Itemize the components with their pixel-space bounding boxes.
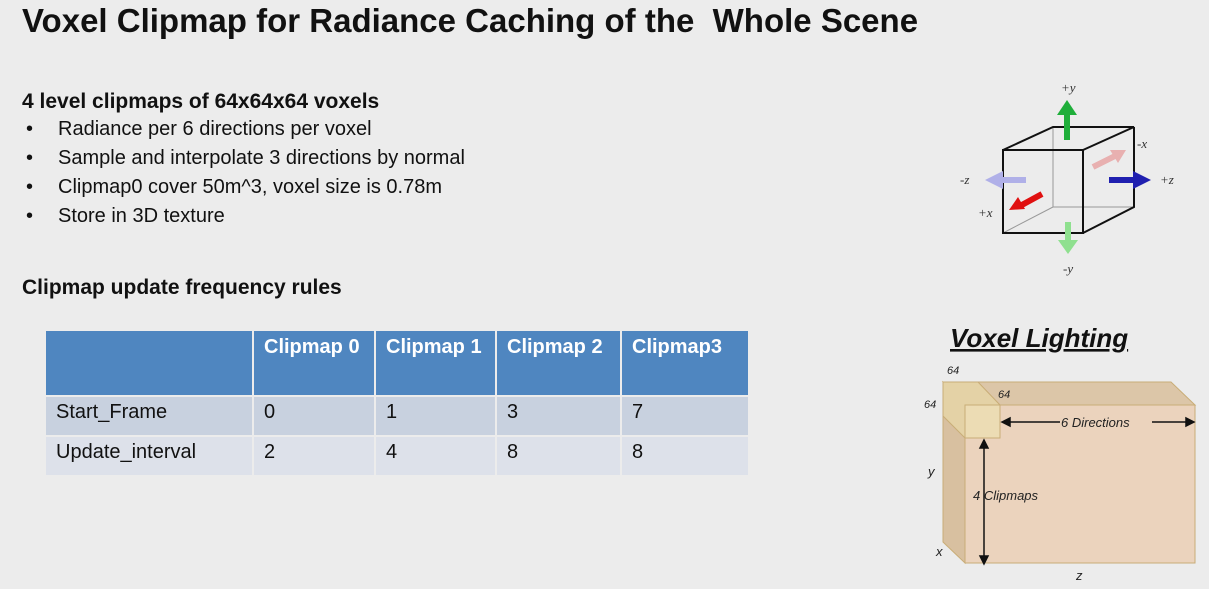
table-header: Clipmap 1 <box>374 329 497 397</box>
plus-y-arrow-icon <box>1057 100 1077 140</box>
table-header <box>44 329 254 397</box>
section-heading-clipmaps: 4 level clipmaps of 64x64x64 voxels <box>22 90 380 113</box>
table-cell: 8 <box>495 435 622 477</box>
plus-z-arrow-icon <box>1109 171 1151 189</box>
minus-x-arrow-icon <box>1091 150 1126 170</box>
cube-direction-diagram: +y -y +x -x +z -z <box>960 80 1174 276</box>
bullet-list: Radiance per 6 directions per voxel Samp… <box>22 118 465 234</box>
label-clipmaps: 4 Clipmaps <box>973 488 1039 503</box>
table-header: Clipmap3 <box>620 329 750 397</box>
table-header: Clipmap 0 <box>252 329 376 397</box>
voxel-lighting-diagram: Voxel Lighting 6 Directions 4 Clipmaps 6… <box>924 323 1197 583</box>
bullet-item: Sample and interpolate 3 directions by n… <box>22 147 465 176</box>
plus-x-arrow-icon <box>1009 191 1044 210</box>
table-row: Start_Frame 0 1 3 7 <box>44 395 750 437</box>
voxel-lighting-title: Voxel Lighting <box>950 323 1128 353</box>
label-plus-y: +y <box>1061 80 1076 95</box>
section-heading-update-rules: Clipmap update frequency rules <box>22 276 342 299</box>
table-cell: 4 <box>374 435 497 477</box>
table-row: Update_interval 2 4 8 8 <box>44 435 750 477</box>
table-header-row: Clipmap 0 Clipmap 1 Clipmap 2 Clipmap3 <box>44 329 750 397</box>
slide-title: Voxel Clipmap for Radiance Caching of th… <box>22 2 919 39</box>
label-minus-z: -z <box>960 172 969 187</box>
table-cell: Start_Frame <box>44 395 254 437</box>
table-cell: 2 <box>252 435 376 477</box>
table-cell: 8 <box>620 435 750 477</box>
table-cell: Update_interval <box>44 435 254 477</box>
label-x: x <box>935 544 943 559</box>
label-plus-x: +x <box>978 205 993 220</box>
bullet-item: Clipmap0 cover 50m^3, voxel size is 0.78… <box>22 176 465 205</box>
minus-z-arrow-icon <box>985 171 1026 189</box>
label-top-64: 64 <box>947 365 959 377</box>
minus-y-arrow-icon <box>1058 222 1078 254</box>
label-inner-64: 64 <box>998 389 1010 401</box>
label-minus-x: -x <box>1137 136 1147 151</box>
update-frequency-table: Clipmap 0 Clipmap 1 Clipmap 2 Clipmap3 S… <box>44 329 750 477</box>
table-cell: 1 <box>374 395 497 437</box>
table-header: Clipmap 2 <box>495 329 622 397</box>
bullet-item: Radiance per 6 directions per voxel <box>22 118 465 147</box>
label-y: y <box>927 464 936 479</box>
table-cell: 3 <box>495 395 622 437</box>
table-cell: 7 <box>620 395 750 437</box>
label-directions: 6 Directions <box>1061 415 1130 430</box>
label-plus-z: +z <box>1160 172 1174 187</box>
table-cell: 0 <box>252 395 376 437</box>
bullet-item: Store in 3D texture <box>22 205 465 234</box>
label-minus-y: -y <box>1063 261 1073 276</box>
label-left-64: 64 <box>924 399 936 411</box>
label-z: z <box>1075 568 1083 583</box>
